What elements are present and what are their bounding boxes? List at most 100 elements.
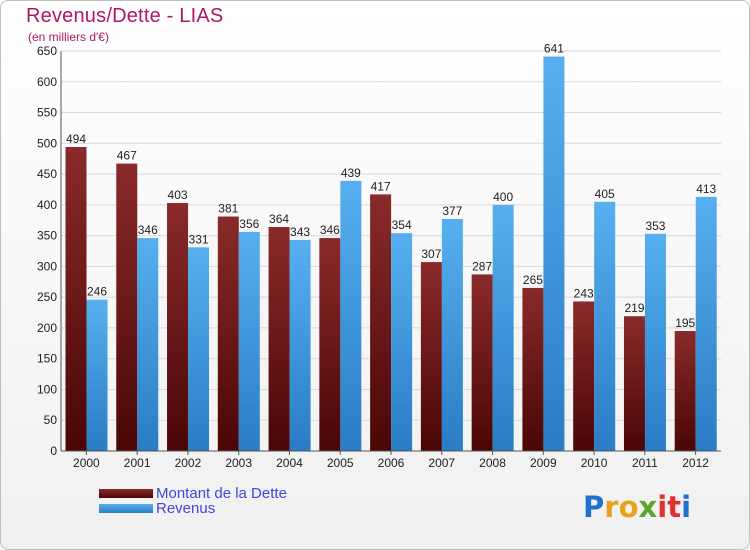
data-label: 377 xyxy=(442,204,462,218)
bar-revenue xyxy=(543,56,565,452)
bar-revenue xyxy=(137,238,159,451)
data-label: 343 xyxy=(290,225,310,239)
x-tick-label: 2004 xyxy=(276,456,303,470)
bar-debt xyxy=(522,287,544,451)
bar-revenue xyxy=(594,201,616,451)
bar-revenue xyxy=(441,219,463,451)
bar-debt xyxy=(674,331,696,451)
y-tick-label: 150 xyxy=(37,352,57,366)
logo-letter: x xyxy=(638,490,658,524)
y-tick-label: 600 xyxy=(37,75,57,89)
data-label: 307 xyxy=(421,247,441,261)
x-tick-label: 2007 xyxy=(428,456,455,470)
x-tick-label: 2003 xyxy=(225,456,252,470)
y-tick-label: 500 xyxy=(37,136,57,150)
data-label: 641 xyxy=(544,42,564,56)
data-label: 331 xyxy=(189,232,209,246)
data-label: 381 xyxy=(218,202,238,216)
bar-debt xyxy=(116,163,138,451)
x-tick-label: 2010 xyxy=(581,456,608,470)
data-label: 265 xyxy=(523,273,543,287)
x-tick-label: 2005 xyxy=(327,456,354,470)
data-label: 346 xyxy=(320,223,340,237)
logo-letter: i xyxy=(681,490,692,524)
legend-item-revenue: Revenus xyxy=(99,500,359,518)
legend-swatch-debt xyxy=(99,489,153,498)
y-tick-label: 650 xyxy=(37,44,57,58)
bar-revenue xyxy=(238,231,260,451)
bar-revenue xyxy=(695,196,717,451)
x-tick-label: 2011 xyxy=(632,456,658,470)
y-tick-label: 550 xyxy=(37,106,57,120)
bar-debt xyxy=(370,194,392,451)
y-tick-label: 50 xyxy=(44,413,58,427)
data-label: 405 xyxy=(595,187,615,201)
data-label: 494 xyxy=(66,132,86,146)
x-tick-label: 2000 xyxy=(73,456,100,470)
legend-label-revenue: Revenus xyxy=(156,500,216,517)
data-label: 403 xyxy=(168,188,188,202)
bar-debt xyxy=(319,238,341,451)
data-label: 287 xyxy=(472,259,492,273)
legend-label-debt: Montant de la Dette xyxy=(156,485,287,502)
y-tick-label: 250 xyxy=(37,290,57,304)
bar-revenue xyxy=(289,239,311,451)
logo-letter: r xyxy=(604,490,619,524)
bar-debt xyxy=(217,216,239,451)
bar-revenue xyxy=(188,247,210,451)
bar-debt xyxy=(268,227,290,451)
x-tick-label: 2006 xyxy=(378,456,405,470)
data-label: 354 xyxy=(392,218,412,232)
chart-title: Revenus/Dette - LIAS xyxy=(26,5,224,27)
bars xyxy=(65,56,717,452)
y-tick-label: 0 xyxy=(50,444,57,458)
bar-debt xyxy=(623,316,645,451)
bar-debt xyxy=(573,301,595,451)
chart-subtitle: (en milliers d'€) xyxy=(28,30,109,44)
x-tick-label: 2002 xyxy=(175,456,202,470)
data-label: 364 xyxy=(269,212,289,226)
logo-letter: i xyxy=(657,490,668,524)
bar-revenue xyxy=(86,299,108,451)
bar-revenue xyxy=(340,180,362,451)
bar-revenue xyxy=(492,204,514,451)
logo-letter: t xyxy=(667,490,682,524)
y-tick-label: 300 xyxy=(37,259,57,273)
x-tick-label: 2009 xyxy=(530,456,557,470)
data-label: 195 xyxy=(675,316,695,330)
data-label: 439 xyxy=(341,166,361,180)
data-label: 346 xyxy=(138,223,158,237)
y-tick-label: 200 xyxy=(37,321,57,335)
bar-debt xyxy=(420,262,442,451)
logo-letter: o xyxy=(618,490,639,524)
y-tick-label: 400 xyxy=(37,198,57,212)
x-tick-label: 2008 xyxy=(479,456,506,470)
data-label: 417 xyxy=(371,179,391,193)
y-tick-label: 350 xyxy=(37,229,57,243)
data-label: 400 xyxy=(493,190,513,204)
data-label: 356 xyxy=(239,217,259,231)
y-tick-label: 450 xyxy=(37,167,57,181)
data-label: 246 xyxy=(87,285,107,299)
x-tick-label: 2001 xyxy=(124,456,151,470)
bar-revenue xyxy=(644,233,666,451)
bar-revenue xyxy=(391,233,413,451)
logo-letter: P xyxy=(583,490,605,524)
axes: 0 50 100 150 200 250 300 350 400 450 500 550 600 650 2… xyxy=(37,44,721,470)
bar-debt xyxy=(65,147,87,451)
data-label: 219 xyxy=(624,301,644,315)
bar-debt xyxy=(167,203,189,451)
proxiti-logo: Proxiti xyxy=(583,490,691,524)
y-tick-label: 100 xyxy=(37,382,57,396)
data-label: 243 xyxy=(574,286,594,300)
bar-debt xyxy=(471,274,493,451)
x-tick-label: 2012 xyxy=(682,456,709,470)
legend-item-debt: Montant de la Dette xyxy=(99,485,359,503)
data-label: 353 xyxy=(645,219,665,233)
legend-swatch-revenue xyxy=(99,504,153,513)
data-label: 413 xyxy=(696,182,716,196)
data-label: 467 xyxy=(117,149,137,163)
